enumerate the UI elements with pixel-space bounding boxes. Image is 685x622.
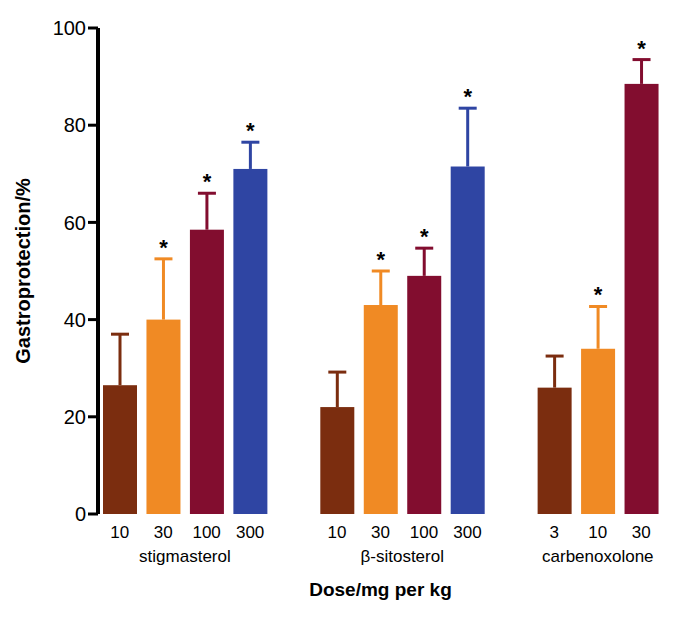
svg-text:*: * xyxy=(463,84,472,109)
svg-text:3: 3 xyxy=(550,523,559,542)
svg-text:*: * xyxy=(376,247,385,272)
svg-text:*: * xyxy=(420,224,429,249)
svg-text:Gastroprotection/%: Gastroprotection/% xyxy=(12,178,34,364)
svg-text:*: * xyxy=(246,118,255,143)
svg-text:*: * xyxy=(159,235,168,260)
svg-text:60: 60 xyxy=(64,212,86,234)
svg-text:100: 100 xyxy=(410,523,438,542)
svg-text:*: * xyxy=(594,282,603,307)
svg-text:10: 10 xyxy=(328,523,347,542)
svg-text:300: 300 xyxy=(236,523,264,542)
svg-text:30: 30 xyxy=(632,523,651,542)
svg-text:30: 30 xyxy=(154,523,173,542)
svg-text:100: 100 xyxy=(53,17,86,39)
svg-text:carbenoxolone: carbenoxolone xyxy=(542,547,654,566)
svg-text:β-sitosterol: β-sitosterol xyxy=(360,547,443,566)
svg-text:10: 10 xyxy=(588,523,607,542)
svg-text:300: 300 xyxy=(453,523,481,542)
svg-text:stigmasterol: stigmasterol xyxy=(139,547,231,566)
svg-text:80: 80 xyxy=(64,114,86,136)
svg-text:*: * xyxy=(203,169,212,194)
svg-text:10: 10 xyxy=(110,523,129,542)
svg-text:20: 20 xyxy=(64,406,86,428)
svg-text:100: 100 xyxy=(192,523,220,542)
svg-text:*: * xyxy=(637,36,646,61)
svg-text:Dose/mg per kg: Dose/mg per kg xyxy=(309,579,452,600)
svg-text:30: 30 xyxy=(371,523,390,542)
svg-text:0: 0 xyxy=(75,503,86,525)
svg-text:40: 40 xyxy=(64,309,86,331)
